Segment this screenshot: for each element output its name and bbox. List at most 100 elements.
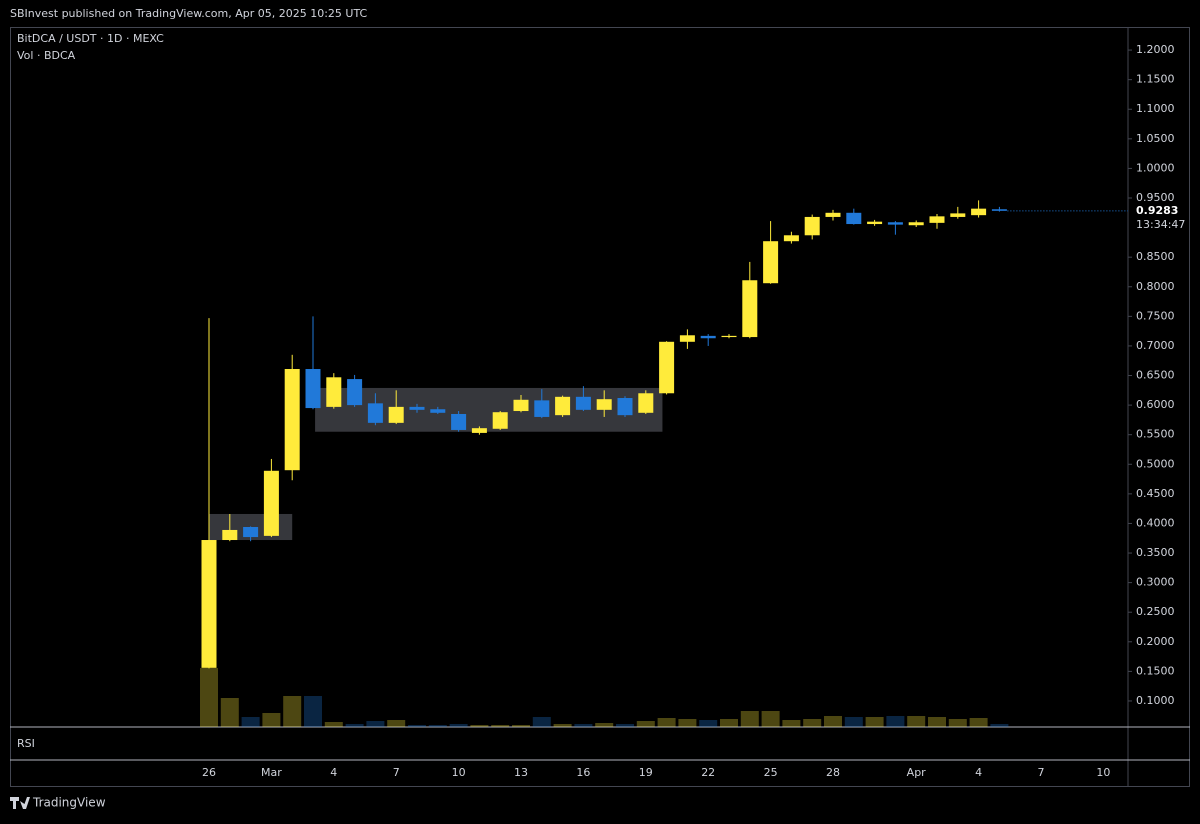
volume-bar — [907, 716, 926, 727]
y-tick-label: 1.1000 — [1136, 102, 1175, 115]
candle-body — [575, 396, 591, 410]
volume-bar — [262, 713, 281, 727]
candle-body — [243, 527, 259, 538]
candle-body — [887, 222, 903, 225]
x-tick-label: 25 — [764, 766, 778, 779]
volume-bar — [366, 721, 385, 727]
candle-body — [659, 341, 675, 394]
candle-body — [305, 369, 321, 409]
volume-bar — [865, 717, 884, 727]
volume-bar — [616, 724, 634, 727]
frame — [10, 27, 1190, 787]
y-tick-label: 0.6000 — [1136, 398, 1175, 411]
volume-bar — [574, 724, 593, 727]
candle-body — [742, 280, 758, 338]
y-tick-label: 0.1000 — [1136, 694, 1175, 707]
y-tick-label: 1.0500 — [1136, 132, 1175, 145]
volume-bar — [512, 725, 530, 727]
header: SBInvest published on TradingView.com, A… — [10, 7, 368, 20]
volume-bar — [948, 719, 967, 727]
candle-body — [513, 399, 529, 412]
volume-bar — [324, 722, 343, 727]
volume-bar — [824, 716, 842, 727]
y-tick-label: 0.1500 — [1136, 664, 1175, 677]
candle-body — [201, 540, 217, 668]
candle-body — [825, 212, 841, 217]
candle-body — [638, 393, 654, 413]
y-tick-label: 1.2000 — [1136, 43, 1175, 56]
y-tick-label: 0.3000 — [1136, 576, 1175, 589]
volume-bar — [928, 717, 946, 727]
candle-body — [451, 413, 467, 430]
x-tick-label: Apr — [907, 766, 927, 779]
volume-bar — [408, 725, 426, 727]
x-tick-label: 19 — [639, 766, 653, 779]
candle-body — [867, 221, 883, 225]
y-tick-label: 0.3500 — [1136, 546, 1175, 559]
candle-body — [846, 212, 862, 225]
candle-body — [783, 235, 799, 242]
candle-body — [367, 403, 383, 423]
volume-bar — [491, 725, 510, 727]
volume-bar — [200, 668, 218, 727]
volume-bar — [990, 724, 1009, 727]
volume-bar — [241, 717, 260, 727]
y-tick-label: 1.0000 — [1136, 161, 1175, 174]
x-tick-label: 28 — [826, 766, 840, 779]
volume-bar — [345, 724, 364, 727]
candle-body — [326, 377, 342, 407]
candle-body — [409, 406, 425, 410]
volume-bar — [553, 724, 572, 727]
candle-body — [284, 369, 300, 471]
candle-body — [908, 222, 924, 226]
y-tick-label: 0.8000 — [1136, 280, 1175, 293]
candle-body — [555, 396, 571, 416]
x-tick-label: Mar — [261, 766, 282, 779]
y-tick-label: 0.9500 — [1136, 191, 1175, 204]
candle-body — [471, 428, 487, 433]
y-tick-label: 0.2500 — [1136, 605, 1175, 618]
volume-bar — [886, 716, 905, 727]
volume-bar — [782, 720, 801, 727]
candle-body — [347, 379, 363, 406]
x-tick-label: 10 — [452, 766, 466, 779]
x-tick-label: 7 — [393, 766, 400, 779]
x-tick-label: 4 — [330, 766, 337, 779]
candle-body — [430, 409, 446, 413]
candle-body — [721, 335, 737, 338]
candle-body — [534, 400, 550, 417]
y-tick-label: 0.2000 — [1136, 635, 1175, 648]
volume-bar — [470, 725, 489, 727]
candle-body — [991, 209, 1007, 211]
volume-bar — [220, 698, 239, 727]
y-tick-label: 0.4000 — [1136, 516, 1175, 529]
volume-bar — [283, 696, 302, 727]
volume-bar — [657, 718, 676, 727]
volume-bar — [636, 721, 655, 727]
volume-label: Vol · BDCA — [17, 49, 76, 62]
candle-body — [804, 216, 820, 236]
volume-bar — [844, 717, 863, 727]
volume-bar — [678, 719, 697, 727]
volume-bar — [304, 696, 322, 727]
y-tick-label: 0.8500 — [1136, 250, 1175, 263]
volume-bar — [699, 720, 718, 727]
y-tick-label: 0.4500 — [1136, 487, 1175, 500]
y-tick-label: 0.7000 — [1136, 339, 1175, 352]
x-tick-label: 10 — [1096, 766, 1110, 779]
candle-body — [222, 529, 238, 541]
volume-bar — [803, 719, 822, 727]
x-tick-label: 7 — [1038, 766, 1045, 779]
y-tick-label: 0.5000 — [1136, 457, 1175, 470]
y-tick-label: 0.5500 — [1136, 428, 1175, 441]
x-tick-label: 13 — [514, 766, 528, 779]
x-tick-label: 22 — [701, 766, 715, 779]
candle-body — [596, 399, 612, 410]
y-tick-label: 0.6500 — [1136, 369, 1175, 382]
candle-body — [388, 406, 404, 423]
volume-bar — [387, 720, 406, 727]
candle-body — [492, 412, 508, 429]
symbol: BitDCA / USDT · 1D · MEXC — [17, 32, 164, 45]
